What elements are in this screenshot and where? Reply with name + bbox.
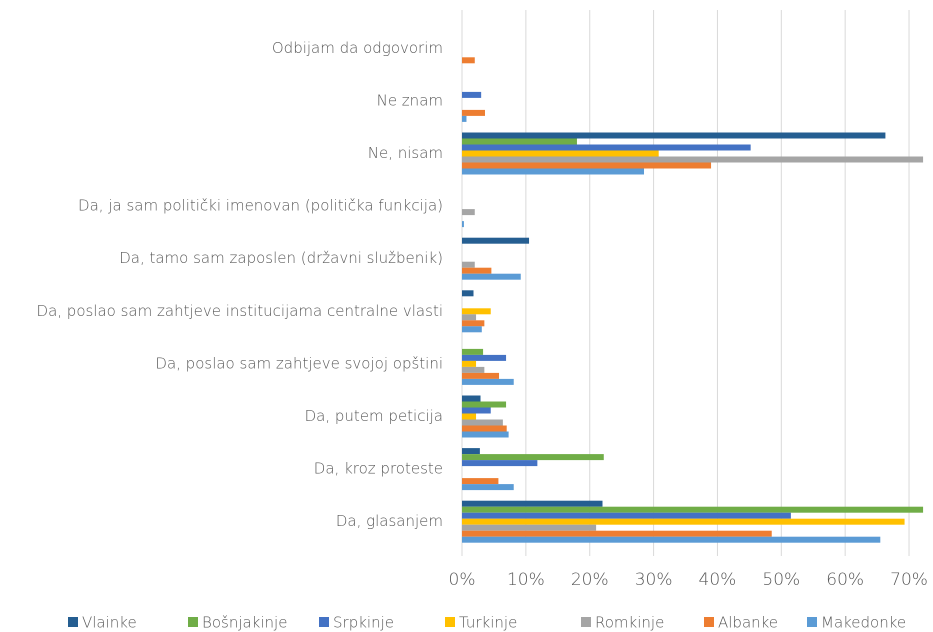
category-label: Da, poslao sam zahtjeve institucijama ce… — [37, 302, 443, 320]
bar — [462, 326, 482, 333]
legend-swatch — [704, 617, 714, 627]
legend-label: Bošnjakinje — [202, 614, 287, 632]
bar — [462, 109, 485, 116]
bar — [462, 454, 604, 461]
category-label: Da, putem peticija — [305, 407, 443, 425]
bar — [462, 138, 577, 145]
bar — [462, 221, 464, 228]
bar — [462, 168, 645, 175]
category-label: Ne znam — [377, 91, 443, 109]
legend-swatch — [68, 617, 78, 627]
bar — [462, 407, 491, 414]
category-label: Da, poslao sam zahtjeve svojoj opštini — [155, 354, 443, 372]
bar — [462, 348, 484, 355]
bar — [462, 448, 480, 455]
bar — [462, 132, 886, 139]
legend-label: Makedonke — [821, 614, 906, 632]
bar — [462, 162, 712, 169]
legend-swatch — [807, 617, 817, 627]
legend-swatch — [188, 617, 198, 627]
category-label: Odbijam da odgovorim — [272, 39, 443, 57]
bar — [462, 500, 603, 507]
legend-label: Turkinje — [459, 614, 517, 632]
bar — [462, 290, 474, 297]
bar — [462, 115, 467, 122]
bar — [462, 524, 597, 531]
x-tick-label: 70% — [890, 570, 928, 590]
bar — [462, 91, 482, 98]
legend-swatch — [581, 617, 591, 627]
legend-label: Albanke — [718, 614, 778, 632]
bar — [462, 401, 507, 408]
x-tick-label: 60% — [826, 570, 864, 590]
legend-label: Romkinje — [595, 614, 664, 632]
x-tick-label: 0% — [449, 570, 476, 590]
bar — [462, 314, 477, 321]
bar — [462, 144, 751, 151]
bar — [462, 378, 514, 385]
category-label: Da, tamo sam zaposlen (državni službenik… — [119, 249, 443, 267]
legend-swatch — [445, 617, 455, 627]
x-tick-label: 20% — [571, 570, 609, 590]
category-label: Ne, nisam — [368, 144, 443, 162]
bar — [462, 460, 538, 467]
bar — [462, 512, 791, 519]
bar — [462, 431, 509, 438]
bar — [462, 237, 530, 244]
bar — [462, 413, 477, 420]
bar — [462, 156, 924, 163]
bar — [462, 530, 772, 537]
x-tick-label: 10% — [507, 570, 545, 590]
bar — [462, 395, 481, 402]
category-label: Da, kroz proteste — [314, 460, 443, 478]
legend-label: Srpkinje — [333, 614, 394, 632]
legend-label: Vlainke — [82, 614, 137, 632]
bar — [462, 57, 475, 64]
bar — [462, 419, 503, 426]
x-tick-label: 40% — [699, 570, 737, 590]
x-tick-label: 50% — [762, 570, 800, 590]
bar — [462, 360, 477, 367]
bar — [462, 209, 475, 216]
bar — [462, 425, 507, 432]
bar — [462, 478, 499, 485]
legend-swatch — [319, 617, 329, 627]
bar — [462, 150, 659, 157]
bar — [462, 536, 881, 543]
bar — [462, 372, 500, 379]
category-label: Da, ja sam politički imenovan (politička… — [78, 197, 443, 215]
bar — [462, 506, 924, 513]
bar — [462, 261, 475, 268]
bar — [462, 320, 485, 327]
bar — [462, 518, 905, 525]
x-tick-label: 30% — [635, 570, 673, 590]
bar — [462, 366, 485, 373]
category-label: Da, glasanjem — [336, 512, 443, 530]
bar — [462, 308, 491, 315]
bar — [462, 484, 514, 491]
bar — [462, 267, 492, 274]
bar — [462, 273, 521, 280]
bar — [462, 354, 507, 361]
